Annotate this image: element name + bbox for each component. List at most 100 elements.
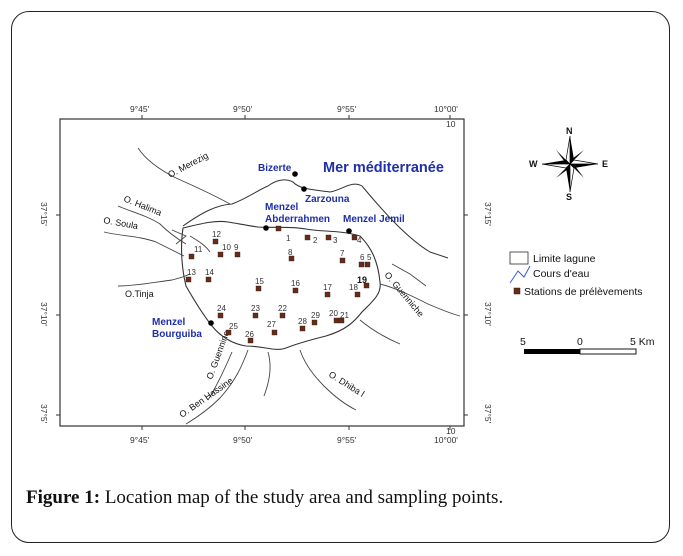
station-27 [271,329,278,336]
legend-station-label: Stations de prélèvements [524,286,642,298]
scale-bar-left [524,349,580,354]
caption-text: Location map of the study area and sampl… [100,487,504,508]
figure-card [11,11,670,543]
station-number-17: 17 [323,283,332,292]
town-label-menzel-abderrahmen-2: Abderrahmen [265,214,330,225]
river-label-guennine: O. Guennine [204,329,231,380]
station-25 [225,329,232,336]
station-number-6: 6 [360,253,365,262]
station-number-1: 1 [286,234,291,243]
station-number-21: 21 [340,311,349,320]
sea-label: Mer méditerranée [323,160,444,176]
station-number-11: 11 [194,245,203,254]
station-26 [247,337,254,344]
station-number-27: 27 [267,320,276,329]
station-13 [185,276,192,283]
station-11 [188,253,195,260]
legend-stream-swatch [509,265,531,284]
station-number-3: 3 [333,236,338,245]
river-label-halima: O. Halima [122,194,163,218]
legend-station-swatch [513,287,521,295]
scale-bar: 5 0 5 Km [520,336,655,355]
station-number-26: 26 [245,330,254,339]
station-number-18: 18 [349,283,358,292]
station-10 [217,251,224,258]
town-label-menzel-abderrahmen-1: Menzel [265,202,299,213]
town-label-menzel-bourguiba-1: Menzel [152,317,186,328]
lon-tick-bottom-3: 9°55' [337,435,357,445]
town-zarzouna: Zarzouna [301,186,350,205]
station-number-8: 8 [288,248,293,257]
lat-tick-right-1: 37°15' [483,202,493,226]
station-number-23: 23 [251,304,260,313]
station-3 [325,234,332,241]
station-16 [292,287,299,294]
station-number-10: 10 [222,243,231,252]
corner-mark-top: 10 [446,119,456,129]
lagoon-boundary [181,220,381,350]
station-4 [351,234,358,241]
station-number-2: 2 [313,236,318,245]
scale-label-left: 5 [520,336,526,348]
station-28 [299,325,306,332]
lon-tick-bottom-4: 10°00' [434,435,458,445]
legend-lagoon-label: Limite lagune [533,253,596,265]
river-network [103,147,461,425]
station-12 [212,238,219,245]
station-number-5: 5 [367,253,372,262]
station-14 [205,276,212,283]
lat-tick-right-2: 37°10' [483,302,493,326]
corner-mark-bottom: 10 [446,426,456,436]
compass-w: W [529,159,538,169]
compass-e: E [602,159,608,169]
station-20 [333,317,340,324]
station-22 [279,312,286,319]
station-numbers: 1 2 3 4 5 6 7 8 9 10 11 12 13 14 15 16 1… [187,230,372,339]
station-8 [288,255,295,262]
legend-stream-label: Cours d'eau [533,268,589,280]
station-5 [364,261,371,268]
town-label-zarzouna: Zarzouna [305,194,350,205]
station-15 [255,285,262,292]
station-18 [354,291,361,298]
lat-tick-left-2: 37°10' [39,302,49,326]
river-label-soula: O. Soula [103,215,139,231]
station-2 [304,234,311,241]
river-label-guenniche: O. Guenniche [382,270,425,319]
station-6 [358,261,365,268]
town-label-menzel-bourguiba-2: Bourguiba [152,329,202,340]
station-number-29: 29 [311,311,320,320]
town-menzel-bourguiba: Menzel Bourguiba [152,317,214,340]
station-number-14: 14 [205,268,214,277]
caption-label: Figure 1: [26,487,101,508]
scale-bar-right [579,348,637,355]
station-number-7: 7 [340,249,345,258]
station-7 [339,257,346,264]
compass-n: N [566,126,573,136]
station-17 [324,291,331,298]
lat-tick-left-1: 37°15' [39,202,49,226]
town-bizerte: Bizerte [258,163,298,177]
river-label-ben-hassine: O. Ben Hassine [177,375,234,419]
lat-tick-left-3: 37°5' [39,404,49,424]
town-label-menzel-jemil: Menzel Jemil [343,214,405,225]
station-number-16: 16 [291,279,300,288]
map-frame [59,118,465,427]
town-label-bizerte: Bizerte [258,163,292,174]
station-number-12: 12 [212,230,221,239]
figure-caption: Figure 1: Location map of the study area… [26,487,503,509]
legend: Limite lagune Cours d'eau Stations de pr… [509,251,642,298]
station-number-9: 9 [234,243,239,252]
station-number-13: 13 [187,268,196,277]
river-label-tinja: O.Tinja [125,289,154,299]
station-23 [252,312,259,319]
station-1 [275,225,282,232]
station-number-19: 19 [357,275,367,285]
lon-tick-top-3: 9°55' [337,104,357,114]
station-number-20: 20 [329,309,338,318]
station-21 [338,317,345,324]
station-number-28: 28 [298,317,307,326]
compass-rose [541,135,599,193]
lat-tick-right-3: 37°5' [483,404,493,424]
